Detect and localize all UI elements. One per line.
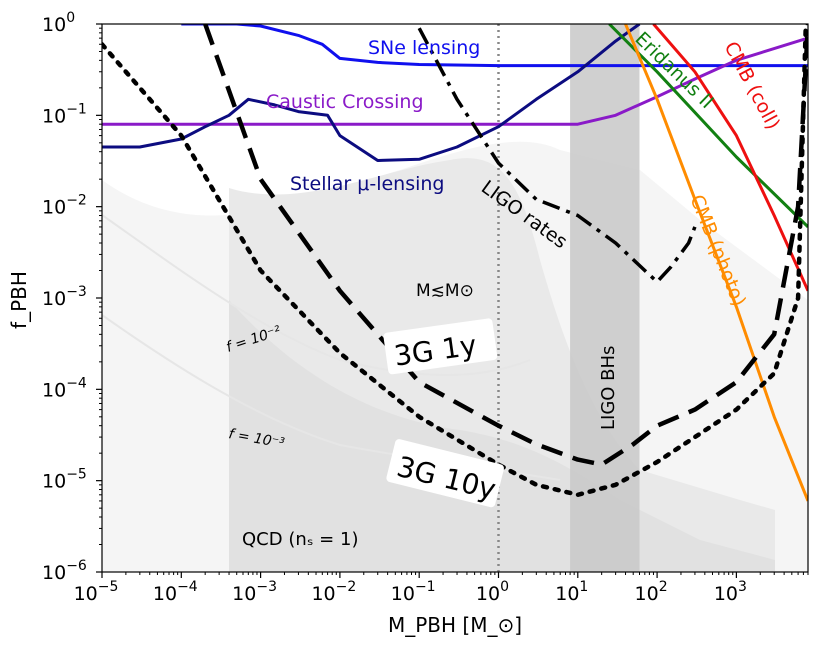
qcd-band-inner — [229, 300, 775, 572]
ligo-bhs-band — [570, 24, 640, 572]
series-line-cmb-photo- — [624, 24, 808, 502]
series-line-sne-lensing — [181, 24, 808, 68]
label-sne-lensing: SNe lensing — [368, 37, 480, 59]
y-tick-label: 100 — [42, 10, 75, 36]
x-tick-label: 10−3 — [232, 579, 277, 605]
y-tick-label: 10−2 — [42, 193, 87, 219]
y-tick-label: 10−4 — [42, 375, 87, 401]
x-tick-label: 101 — [555, 579, 588, 605]
x-tick-label: 10−1 — [391, 579, 436, 605]
x-tick-label: 10−5 — [74, 579, 119, 605]
x-axis: 10−5 10−4 10−3 10−2 10−1 100 101 102 103 — [74, 572, 809, 605]
y-tick-label: 10−5 — [42, 467, 87, 493]
x-tick-label: 10−4 — [153, 579, 198, 605]
label-cmb-coll: CMB (coll) — [720, 38, 785, 133]
x-tick-label: 100 — [476, 579, 509, 605]
series-line-eridanus-ii — [608, 24, 808, 228]
series-line-ligo-rates — [417, 27, 697, 284]
y-axis-label: f_PBH — [7, 271, 31, 329]
contour-line-f-1e-2 — [102, 214, 531, 376]
y-tick-label: 10−3 — [42, 284, 87, 310]
x-axis-label: M_PBH [M_⊙] — [388, 613, 522, 637]
series-line-3g-1y — [203, 24, 808, 467]
box-3g-1y: 3G 1y — [383, 318, 498, 375]
series-line-caustic-crossing — [102, 36, 808, 126]
series-line-stellar-lensing — [102, 24, 641, 162]
label-qcd: QCD (nₛ = 1) — [242, 529, 358, 550]
label-stellar-microlensing: Stellar μ-lensing — [290, 173, 445, 195]
label-m-le-msun: M≲M⊙ — [416, 281, 474, 301]
x-tick-label: 10−2 — [311, 579, 356, 605]
series-line-3g-10y — [102, 24, 808, 498]
y-tick-label: 10−1 — [42, 101, 87, 127]
series-line-cmb-coll- — [652, 24, 808, 292]
x-tick-label: 102 — [635, 579, 668, 605]
series-layer — [102, 24, 808, 502]
label-ligo-bhs: LIGO BHs — [598, 346, 619, 430]
y-axis: 10−6 10−5 10−4 10−3 10−2 10−1 100 — [42, 10, 102, 584]
label-caustic-crossing: Caustic Crossing — [266, 91, 424, 113]
y-tick-label: 10−6 — [42, 558, 87, 584]
x-tick-label: 103 — [714, 579, 747, 605]
